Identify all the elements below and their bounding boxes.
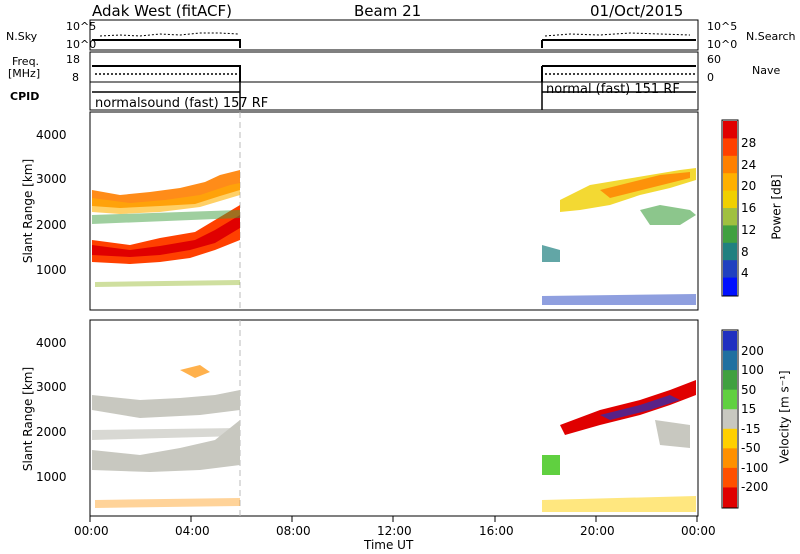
nave-label: Nave	[752, 64, 781, 77]
nsky-panel-frame	[89, 19, 699, 51]
velocity-colorbar-tick: 15	[741, 402, 757, 417]
freq-tick-bottom: 8	[72, 71, 79, 84]
xtick-1600: 16:00	[479, 524, 514, 538]
colorbar-swatch	[723, 190, 737, 209]
freq-trace	[92, 65, 696, 82]
nsky-tick-bottom: 10^0	[66, 38, 97, 51]
power-ytick-3000: 3000	[36, 172, 67, 186]
colorbar-swatch	[723, 350, 737, 371]
vel-ytick-4000: 4000	[36, 336, 67, 350]
velocity-data-left	[92, 365, 240, 508]
nave-tick-bottom: 0	[707, 71, 714, 84]
power-colorbar-tick: 24	[741, 157, 757, 172]
cpid-left-label: normalsound (fast) 157 RF	[95, 96, 269, 111]
colorbar-swatch	[723, 428, 737, 449]
velocity-colorbar-tick: -200	[741, 480, 769, 495]
nsky-label: N.Sky	[6, 30, 38, 43]
cpid-right-label: normal (fast) 151 RF	[546, 82, 680, 97]
colorbar-swatch	[723, 242, 737, 261]
nsearch-trace-left	[99, 32, 239, 37]
nsearch-label: N.Search	[746, 30, 796, 43]
colorbar-swatch	[723, 121, 737, 139]
nave-tick-top: 60	[707, 53, 721, 66]
colorbar-swatch	[723, 409, 737, 430]
power-colorbar-tick: 28	[741, 135, 757, 150]
power-ytick-4000: 4000	[36, 128, 67, 142]
cpid-lines	[92, 82, 696, 110]
xtick-2400: 00:00	[681, 524, 716, 538]
vel-ytick-3000: 3000	[36, 380, 67, 394]
colorbar-swatch	[723, 260, 737, 279]
power-colorbar-tick: 16	[741, 201, 757, 215]
colorbar-swatch	[723, 225, 737, 244]
xaxis-label: Time UT	[364, 538, 414, 552]
colorbar-swatch	[723, 173, 737, 192]
colorbar-swatch	[723, 331, 737, 352]
xtick-0800: 08:00	[276, 524, 311, 538]
velocity-colorbar-tick: -100	[741, 460, 769, 475]
colorbar-swatch	[723, 208, 737, 226]
nsearch-tick-top: 10^5	[707, 20, 738, 33]
colorbar-swatch	[723, 370, 737, 391]
colorbar-swatch	[723, 467, 737, 488]
power-data-left	[92, 170, 240, 287]
velocity-colorbar-frame	[721, 329, 739, 509]
velocity-colorbar-tick: -15	[741, 421, 761, 436]
power-colorbar-tick: 8	[741, 244, 749, 259]
x-axis-ticks	[89, 516, 698, 522]
freq-label: Freq.	[12, 55, 40, 68]
xtick-1200: 12:00	[377, 524, 412, 538]
colorbar-swatch	[723, 448, 737, 469]
vel-ytick-1000: 1000	[36, 470, 67, 484]
freq-unit: [MHz]	[8, 67, 41, 80]
xtick-0400: 04:00	[175, 524, 210, 538]
power-ytick-2000: 2000	[36, 218, 67, 232]
velocity-colorbar-tick: 100	[741, 363, 764, 378]
cpid-label: CPID	[10, 90, 40, 103]
power-ylabel: Slant Range [km]	[21, 158, 36, 264]
velocity-data-right	[542, 380, 696, 512]
nsearch-trace-right	[544, 32, 691, 37]
xtick-2000: 20:00	[580, 524, 615, 538]
vel-ylabel: Slant Range [km]	[21, 366, 36, 472]
velocity-colorbar-tick: 200	[741, 343, 764, 358]
colorbar-swatch	[723, 487, 737, 508]
power-colorbar-frame	[721, 119, 739, 297]
power-colorbar	[723, 121, 737, 296]
nsky-tick-top: 10^5	[66, 20, 97, 33]
velocity-colorbar-tick: 50	[741, 382, 757, 397]
velocity-colorbar-tick: -50	[741, 441, 761, 456]
cpid-panel-frame	[89, 81, 699, 111]
chart-title-date: 01/Oct/2015	[590, 2, 684, 20]
nsearch-tick-bottom: 10^0	[707, 38, 738, 51]
power-data-right	[542, 168, 696, 305]
velocity-colorbar-title: Velocity [m s⁻¹]	[777, 370, 792, 464]
chart-title-beam: Beam 21	[354, 2, 422, 20]
power-colorbar-title: Power [dB]	[769, 174, 784, 240]
power-colorbar-tick: 4	[741, 266, 749, 281]
xtick-0000: 00:00	[74, 524, 109, 538]
power-ytick-1000: 1000	[36, 263, 67, 277]
chart-title-site: Adak West (fitACF)	[92, 2, 232, 20]
vel-ytick-2000: 2000	[36, 425, 67, 439]
power-colorbar-tick: 20	[741, 179, 757, 194]
velocity-panel-frame	[89, 319, 699, 517]
freq-tick-top: 18	[66, 53, 80, 66]
colorbar-swatch	[723, 389, 737, 410]
nsky-trace	[92, 39, 696, 48]
power-colorbar-tick: 12	[741, 222, 757, 237]
colorbar-swatch	[723, 277, 737, 296]
power-panel-frame	[89, 111, 699, 311]
velocity-colorbar	[723, 331, 737, 508]
colorbar-swatch	[723, 138, 737, 157]
colorbar-swatch	[723, 155, 737, 174]
